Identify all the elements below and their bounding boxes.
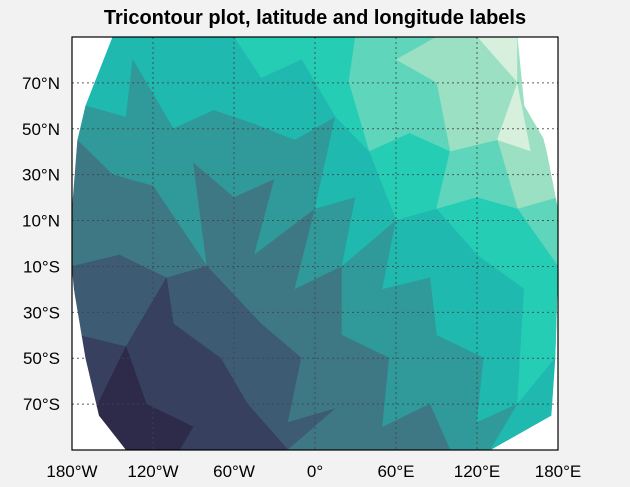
gridlines bbox=[72, 37, 558, 450]
contour-triangle bbox=[340, 426, 397, 450]
y-tick-label: 10°N bbox=[22, 212, 60, 231]
x-tick-label: 180°W bbox=[46, 462, 97, 481]
x-tick-label: 60°E bbox=[377, 462, 414, 481]
y-tick-label: 30°S bbox=[23, 303, 60, 322]
y-tick-label: 50°N bbox=[22, 120, 60, 139]
y-tick-label: 70°N bbox=[22, 74, 60, 93]
x-tick-label: 180°E bbox=[535, 462, 582, 481]
chart-title: Tricontour plot, latitude and longitude … bbox=[104, 7, 526, 29]
y-tick-label: 10°S bbox=[23, 257, 60, 276]
y-tick-label: 70°S bbox=[23, 395, 60, 414]
x-tick-label: 120°E bbox=[454, 462, 501, 481]
contour-triangle bbox=[233, 403, 289, 450]
y-tick-label: 30°N bbox=[22, 166, 60, 185]
contour-triangle bbox=[395, 403, 451, 450]
x-tick-label: 120°W bbox=[127, 462, 178, 481]
contour-triangle bbox=[449, 421, 491, 450]
y-tick-label: 50°S bbox=[23, 349, 60, 368]
x-tick-label: 0° bbox=[307, 462, 323, 481]
x-tick-labels: 180°W 120°W 60°W 0° 60°E 120°E 180°E bbox=[46, 462, 581, 481]
x-tick-label: 60°W bbox=[213, 462, 255, 481]
contour-triangle bbox=[179, 426, 236, 450]
y-tick-labels: 70°N 50°N 30°N 10°N 10°S 30°S 50°S 70°S bbox=[22, 74, 60, 414]
plot-frame bbox=[71, 36, 559, 451]
contour-triangle bbox=[287, 408, 343, 450]
